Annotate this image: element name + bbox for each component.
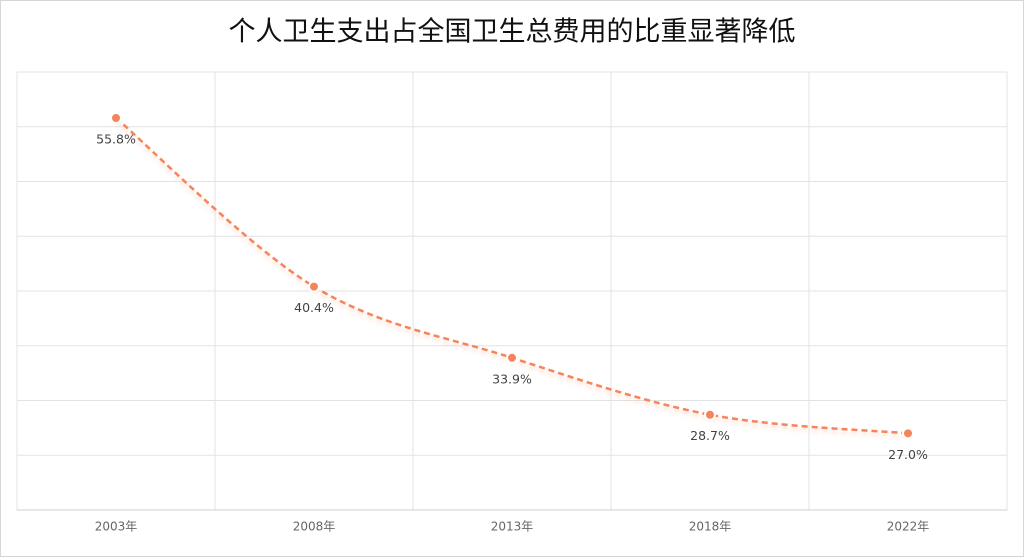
chart-title: 个人卫生支出占全国卫生总费用的比重显著降低 bbox=[229, 17, 796, 48]
value-label: 40.4% bbox=[294, 300, 334, 315]
x-tick-label: 2003年 bbox=[95, 520, 138, 534]
point bbox=[506, 351, 518, 364]
value-label: 33.9% bbox=[492, 371, 532, 386]
x-tick-label: 2013年 bbox=[491, 520, 534, 534]
value-label: 27.0% bbox=[888, 447, 928, 462]
x-tick-label: 2008年 bbox=[293, 520, 336, 534]
point bbox=[704, 408, 716, 421]
x-tick-label: 2018年 bbox=[689, 520, 732, 534]
point bbox=[902, 427, 914, 440]
point bbox=[110, 111, 122, 124]
value-label: 55.8% bbox=[96, 131, 136, 146]
value-label: 28.7% bbox=[690, 428, 730, 443]
x-tick-label: 2022年 bbox=[887, 520, 930, 534]
point bbox=[308, 280, 320, 293]
